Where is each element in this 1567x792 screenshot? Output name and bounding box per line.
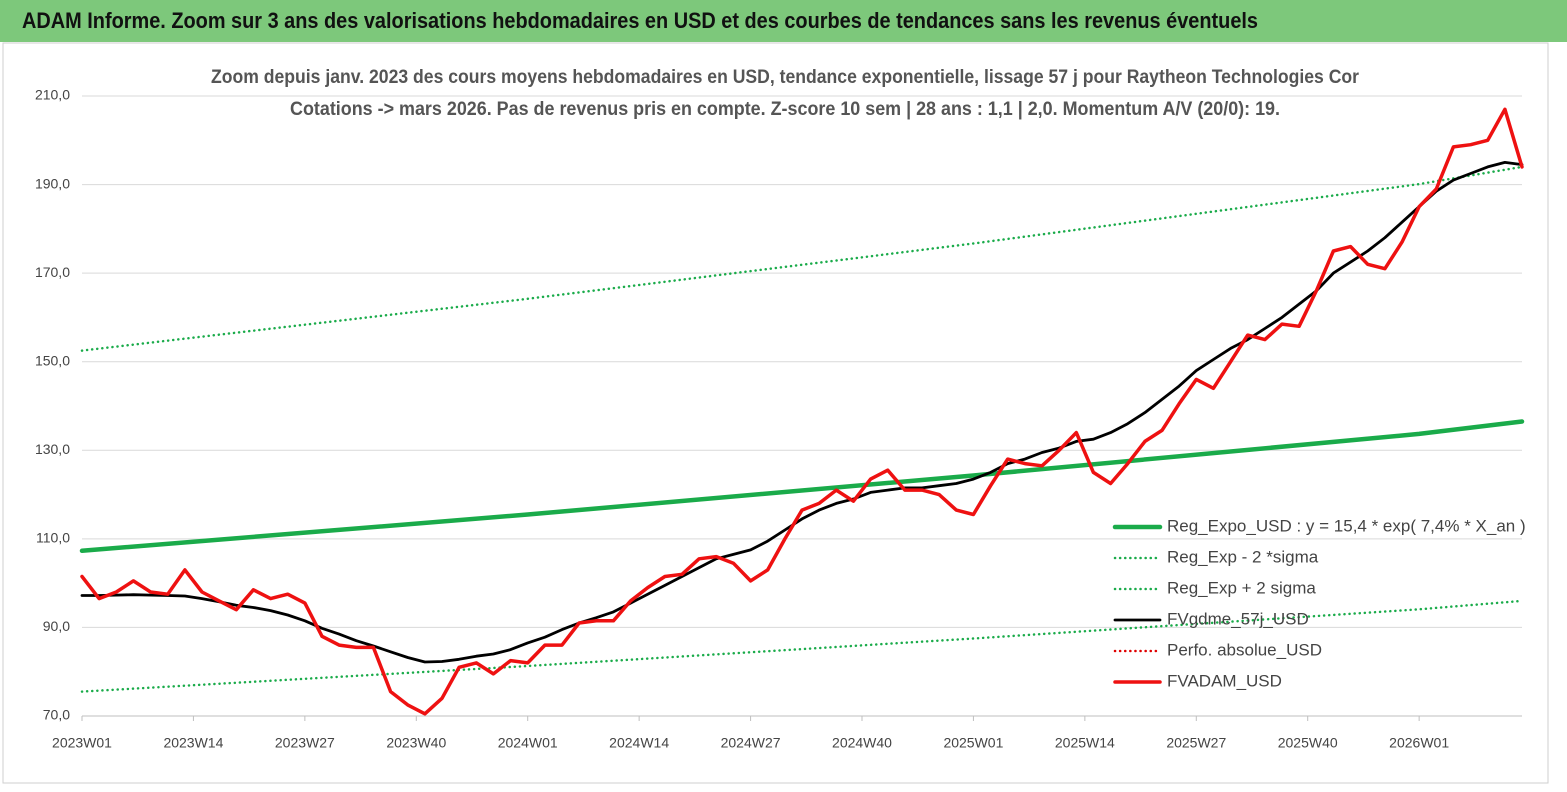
x-tick-label: 2025W27 xyxy=(1166,735,1226,751)
subtitle-line: Cotations -> mars 2026. Pas de revenus p… xyxy=(290,99,1280,120)
x-tick-label: 2024W14 xyxy=(609,735,669,751)
y-tick-label: 210,0 xyxy=(35,87,70,103)
x-tick-label: 2024W27 xyxy=(721,735,781,751)
legend-label: Perfo. absolue_USD xyxy=(1167,640,1322,659)
header-title: ADAM Informe. Zoom sur 3 ans des valoris… xyxy=(22,8,1258,33)
legend-label: Reg_Expo_USD : y = 15,4 * exp( 7,4% * X_… xyxy=(1167,516,1526,535)
legend-label: Reg_Exp - 2 *sigma xyxy=(1167,547,1319,566)
series-line xyxy=(80,161,1524,664)
x-tick-label: 2024W01 xyxy=(498,735,558,751)
series-line xyxy=(80,599,1524,693)
y-tick-label: 170,0 xyxy=(35,264,70,280)
x-tick-label: 2025W40 xyxy=(1278,735,1338,751)
header-bar xyxy=(0,0,1567,42)
legend-label: FVgdme_57j_USD xyxy=(1167,609,1309,628)
x-tick-label: 2023W14 xyxy=(163,735,223,751)
series-line xyxy=(80,107,1524,716)
x-tick-label: 2023W40 xyxy=(386,735,446,751)
x-tick-label: 2025W01 xyxy=(943,735,1003,751)
x-tick-label: 2024W40 xyxy=(832,735,892,751)
y-tick-label: 190,0 xyxy=(35,175,70,191)
y-tick-label: 110,0 xyxy=(36,530,70,546)
subtitle-line: Zoom depuis janv. 2023 des cours moyens … xyxy=(211,67,1360,88)
series-line xyxy=(79,419,1525,554)
chart-frame xyxy=(2,42,1549,784)
x-tick-label: 2023W01 xyxy=(52,735,112,751)
x-tick-label: 2025W14 xyxy=(1055,735,1115,751)
y-tick-label: 90,0 xyxy=(43,618,70,634)
legend-label: Reg_Exp + 2 sigma xyxy=(1167,578,1316,597)
x-tick-label: 2023W27 xyxy=(275,735,335,751)
y-tick-label: 130,0 xyxy=(35,441,70,457)
y-tick-label: 150,0 xyxy=(35,352,70,368)
series-line xyxy=(80,165,1524,352)
x-tick-label: 2026W01 xyxy=(1389,735,1449,751)
y-tick-label: 70,0 xyxy=(43,707,70,723)
legend-label: FVADAM_USD xyxy=(1167,671,1282,690)
